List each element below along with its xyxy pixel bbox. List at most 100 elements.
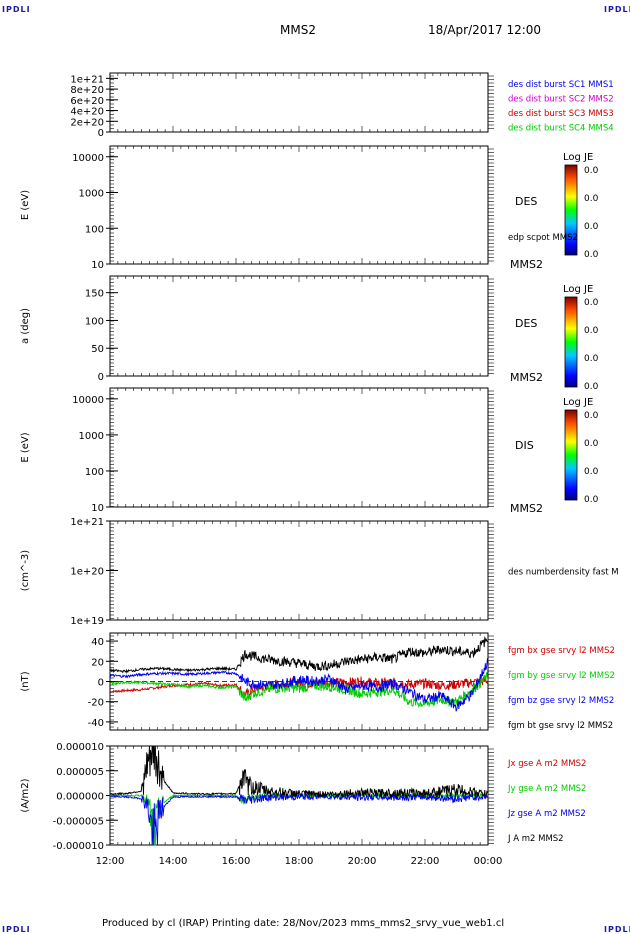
panel-frame-des-pitch	[109, 275, 489, 377]
legend-entry: des numberdensity fast M	[508, 568, 619, 578]
spacecraft-label: MMS2	[510, 258, 543, 271]
x-tick-label: 14:00	[159, 856, 188, 867]
colorbar	[564, 296, 578, 388]
sublabel: edp scpot MMS2	[508, 233, 578, 243]
legend-entry: J A m2 MMS2	[507, 834, 564, 844]
colorbar-level: 0.0	[584, 298, 599, 308]
y-tick-label: -20	[88, 698, 104, 709]
y-tick-label: 1e+21	[70, 517, 104, 528]
y-tick-label: 40	[91, 637, 104, 648]
y-axis-label: (A/m2)	[20, 778, 31, 812]
colorbar-level: 0.0	[584, 222, 599, 232]
spacecraft-label: MMS2	[510, 371, 543, 384]
y-tick-label: 100	[85, 316, 104, 327]
panel-frame-dist-burst	[109, 72, 489, 133]
y-tick-label: 10000	[72, 153, 104, 164]
legend-entry: des dist burst SC1 MMS1	[508, 80, 614, 90]
colorbar-title: Log JE	[563, 284, 593, 295]
y-tick-label: 0.000000	[56, 792, 104, 803]
panel-frame-density	[109, 520, 489, 621]
legend-entry: fgm bt gse srvy l2 MMS2	[508, 721, 613, 731]
y-tick-label: 0.000005	[56, 767, 104, 778]
corner-mark-top-right: IPDLI	[604, 5, 630, 14]
x-tick-label: 16:00	[222, 856, 251, 867]
y-tick-label: 8e+20	[70, 85, 104, 96]
series-line	[109, 657, 489, 712]
colorbar-level: 0.0	[584, 326, 599, 336]
legend-entry: des dist burst SC4 MMS4	[508, 124, 614, 134]
colorbar	[564, 164, 578, 256]
panel-frame-des-energy	[109, 145, 489, 265]
y-tick-label: 10	[91, 503, 104, 514]
y-tick-label: 50	[91, 344, 104, 355]
y-tick-label: 150	[85, 289, 104, 300]
y-tick-label: 0	[98, 678, 104, 689]
y-tick-label: 1e+20	[70, 567, 104, 578]
legend-entry: Jz gse A m2 MMS2	[507, 809, 586, 819]
colorbar-level: 0.0	[584, 495, 599, 505]
series-line	[109, 671, 489, 709]
date-time-title: 18/Apr/2017 12:00	[428, 23, 542, 37]
panel-dist-burst	[106, 72, 494, 133]
instrument-label: DES	[515, 317, 537, 330]
x-tick-label: 22:00	[411, 856, 440, 867]
y-tick-label: 1e+21	[70, 74, 104, 85]
legend-entry: fgm bz gse srvy l2 MMS2	[508, 696, 614, 706]
corner-mark-bottom-right: IPDLI	[604, 925, 630, 934]
series-line	[109, 792, 489, 846]
y-tick-label: 1e+19	[70, 616, 104, 627]
legend-entry: des dist burst SC2 MMS2	[508, 95, 614, 105]
y-tick-label: 1000	[79, 431, 104, 442]
series-line	[109, 636, 489, 675]
spacecraft-title: MMS2	[280, 23, 316, 37]
legend-entry: Jy gse A m2 MMS2	[507, 784, 586, 794]
y-tick-label: 6e+20	[70, 96, 104, 107]
panel-frame-dis-energy	[109, 387, 489, 508]
legend-entry: Jx gse A m2 MMS2	[507, 759, 586, 769]
colorbar-title: Log JE	[563, 152, 593, 163]
y-tick-label: -0.000005	[53, 816, 104, 827]
colorbar-level: 0.0	[584, 382, 599, 392]
panel-dis-energy	[106, 387, 578, 508]
x-tick-label: 18:00	[285, 856, 314, 867]
colorbar-level: 0.0	[584, 467, 599, 477]
y-tick-label: 100	[85, 224, 104, 235]
corner-mark-bottom-left: IPDLI	[2, 925, 31, 934]
series-line	[109, 792, 489, 846]
y-axis-label: a (deg)	[20, 308, 31, 344]
legend-entry: des dist burst SC3 MMS3	[508, 109, 614, 119]
y-tick-label: 10	[91, 260, 104, 271]
spacecraft-label: MMS2	[510, 502, 543, 515]
colorbar	[564, 409, 578, 501]
y-tick-label: -40	[88, 718, 104, 729]
colorbar-title: Log JE	[563, 397, 593, 408]
y-axis-label: (cm^-3)	[20, 550, 31, 591]
y-axis-label: (nT)	[20, 671, 31, 691]
footer-text: Produced by cl (IRAP) Printing date: 28/…	[102, 918, 505, 929]
legend-entry: fgm by gse srvy l2 MMS2	[508, 671, 615, 681]
colorbar-level: 0.0	[584, 439, 599, 449]
series-line	[109, 745, 489, 799]
y-tick-label: 0	[98, 372, 104, 383]
x-tick-label: 20:00	[348, 856, 377, 867]
y-tick-label: 10000	[72, 395, 104, 406]
colorbar-level: 0.0	[584, 194, 599, 204]
y-axis-label: E (eV)	[20, 190, 31, 220]
panel-des-pitch	[106, 275, 578, 388]
corner-mark-top-left: IPDLI	[2, 5, 31, 14]
colorbar-level: 0.0	[584, 166, 599, 176]
y-axis-label: E (eV)	[20, 432, 31, 462]
instrument-label: DES	[515, 195, 537, 208]
colorbar-level: 0.0	[584, 354, 599, 364]
x-tick-label: 00:00	[474, 856, 503, 867]
x-tick-label: 12:00	[96, 856, 125, 867]
panel-density	[106, 520, 494, 621]
y-tick-label: 20	[91, 657, 104, 668]
y-tick-label: 4e+20	[70, 107, 104, 118]
y-tick-label: 1000	[79, 189, 104, 200]
legend-entry: fgm bx gse srvy l2 MMS2	[508, 646, 615, 656]
y-tick-label: 0.000010	[56, 742, 104, 753]
instrument-label: DIS	[515, 439, 534, 452]
